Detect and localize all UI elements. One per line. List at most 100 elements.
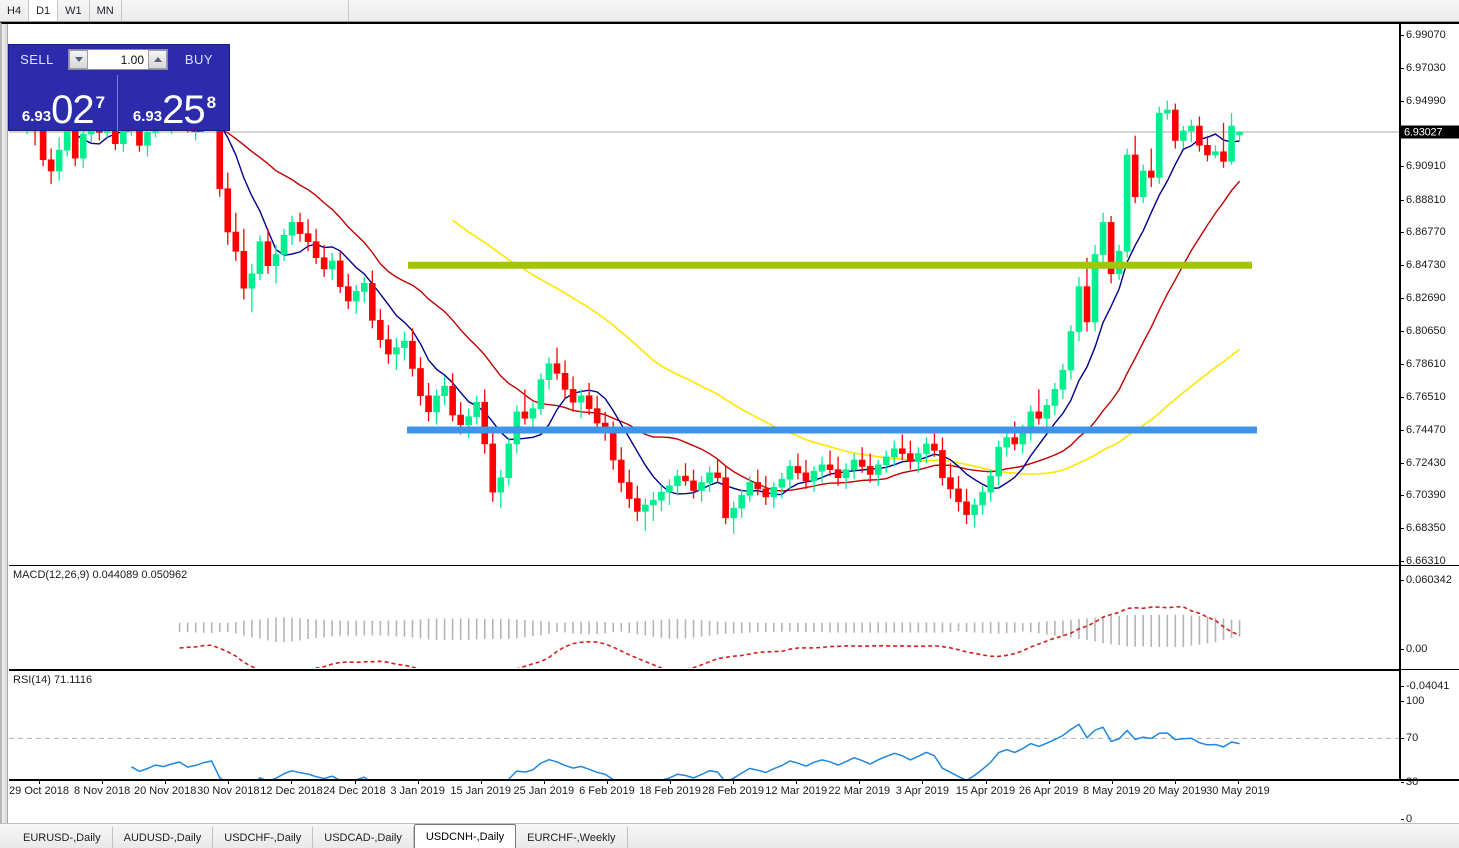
timeframe-h4[interactable]: H4: [0, 0, 30, 21]
sell-button[interactable]: SELL: [20, 52, 54, 67]
timeframe-d1[interactable]: D1: [29, 0, 59, 21]
candlestick: [1043, 398, 1051, 428]
macd-pane: MACD(12,26,9) 0.044089 0.050962: [9, 565, 1459, 668]
rsi-plot[interactable]: [9, 671, 1459, 779]
candlestick: [304, 219, 312, 252]
date-label: 30 Nov 2018: [197, 785, 260, 797]
candlestick: [545, 357, 553, 390]
trade-panel-top-row: SELL 1.00 BUY: [9, 45, 231, 74]
symbol-tab-eurchf[interactable]: EURCHF-,Weekly: [516, 827, 628, 848]
candlestick: [377, 309, 384, 348]
rsi-tick: 100: [1400, 695, 1425, 707]
candlestick: [1123, 148, 1131, 258]
date-label: 18 Feb 2019: [639, 785, 701, 797]
candlestick: [850, 453, 858, 480]
candlestick: [577, 389, 585, 419]
symbol-tab-usdcad[interactable]: USDCAD-,Daily: [313, 827, 414, 848]
date-label: 8 Nov 2018: [73, 785, 131, 797]
date-tick: [102, 781, 104, 784]
candlestick: [401, 331, 408, 361]
timeframe-mn[interactable]: MN: [90, 0, 122, 21]
candlestick: [762, 476, 770, 505]
price-tick: 6.86770: [1401, 226, 1446, 239]
date-tick: [1048, 781, 1050, 784]
ma-fast-line: [74, 114, 1240, 496]
candlestick: [658, 485, 665, 512]
price-plot[interactable]: [9, 24, 1459, 563]
symbol-tab-eurusd[interactable]: EURUSD-,Daily: [12, 827, 113, 848]
candlestick: [1011, 421, 1019, 451]
date-label: 24 Dec 2018: [323, 785, 386, 797]
price-tick: 6.82690: [1401, 292, 1446, 304]
candlestick: [1188, 119, 1195, 143]
date-tick: [796, 781, 798, 784]
date-label: 15 Apr 2019: [955, 785, 1016, 797]
macd-tick: 0.060342: [1401, 574, 1452, 586]
candlestick: [770, 482, 778, 509]
date-label: 15 Jan 2019: [450, 785, 511, 797]
date-tick: [354, 781, 356, 784]
macd-plot[interactable]: [9, 566, 1459, 668]
candlestick: [987, 469, 994, 502]
volume-input[interactable]: 1.00: [68, 49, 168, 70]
symbol-tab-usdcnh[interactable]: USDCNH-,Daily: [413, 824, 517, 848]
candlestick: [1139, 164, 1147, 204]
price-tick: 6.72430: [1401, 456, 1446, 469]
candlestick: [754, 469, 762, 496]
volume-increment-button[interactable]: [148, 50, 167, 69]
candlestick: [1091, 244, 1099, 332]
candlestick: [1228, 113, 1235, 165]
candlestick: [1067, 325, 1075, 380]
candlestick: [360, 276, 368, 303]
date-tick: [291, 781, 293, 784]
symbol-tab-audusd[interactable]: AUDUSD-,Daily: [113, 827, 214, 848]
vertical-scrollbar-left[interactable]: [2, 24, 8, 825]
candlestick: [224, 172, 232, 245]
candlestick: [995, 440, 1002, 486]
buy-button[interactable]: BUY: [184, 52, 214, 67]
candlestick: [336, 251, 344, 294]
candlestick: [240, 228, 248, 300]
time-axis[interactable]: 29 Oct 2018 8 Nov 2018 20 Nov 2018 30 Nov 2…: [9, 779, 1459, 802]
candlestick: [521, 389, 529, 425]
candlestick: [874, 460, 882, 486]
candlestick: [1236, 131, 1243, 143]
candlestick: [585, 382, 593, 416]
timeframe-w1[interactable]: W1: [58, 0, 90, 21]
symbol-tab-usdchf[interactable]: USDCHF-,Daily: [213, 827, 314, 848]
date-tick: [670, 781, 671, 784]
date-label: 20 May 2019: [1142, 785, 1207, 797]
macd-signal-line: [179, 605, 1240, 668]
volume-value: 1.00: [120, 52, 144, 67]
volume-decrement-button[interactable]: [69, 50, 88, 69]
price-tick: 6.94990: [1401, 94, 1446, 107]
candlestick: [256, 235, 264, 281]
date-label: 3 Jan 2019: [390, 785, 445, 797]
date-tick: [417, 781, 419, 784]
candlestick: [1155, 106, 1163, 184]
price-tick: 6.97030: [1401, 61, 1446, 74]
price-tick: 6.88810: [1401, 193, 1446, 206]
chart-window: USDCNH-,Daily 6.92847 6.93079 6.92401 6.…: [0, 22, 1459, 825]
price-tick: 6.68350: [1401, 522, 1446, 535]
candlestick: [569, 376, 577, 412]
candlestick: [1196, 116, 1203, 152]
candlestick: [144, 127, 151, 157]
date-tick: [165, 781, 167, 784]
candlestick: [690, 469, 697, 499]
candlestick: [890, 440, 898, 467]
candlestick: [553, 347, 561, 380]
date-tick: [733, 781, 735, 784]
buy-price-quote[interactable]: 6.93 25 8: [120, 75, 229, 131]
rsi-pane: RSI(14) 71.1116: [9, 669, 1459, 779]
price-axis[interactable]: 6.99070 6.97030 6.94990 6.90910 6.88810 6.867…: [1399, 24, 1459, 825]
candlestick: [481, 389, 489, 454]
axis-separator-macd: [1399, 565, 1459, 566]
sell-price-quote[interactable]: 6.93 02 7: [9, 75, 118, 131]
candlestick: [280, 228, 288, 261]
date-label: 6 Feb 2019: [579, 785, 635, 797]
candlestick: [248, 264, 256, 313]
candlestick: [441, 376, 448, 406]
candlestick: [561, 360, 569, 399]
candlestick: [794, 453, 802, 480]
